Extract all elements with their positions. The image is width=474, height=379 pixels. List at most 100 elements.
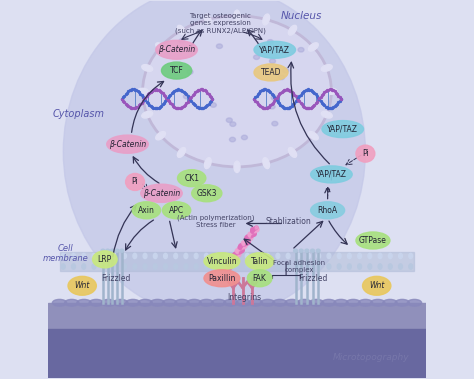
Ellipse shape [307, 253, 310, 258]
Text: Nucleus: Nucleus [281, 11, 322, 21]
Text: GSK3: GSK3 [197, 189, 217, 198]
Ellipse shape [132, 202, 161, 219]
Ellipse shape [107, 135, 148, 153]
Ellipse shape [178, 170, 206, 187]
Ellipse shape [255, 264, 259, 269]
Ellipse shape [215, 253, 219, 258]
Ellipse shape [133, 264, 137, 269]
Ellipse shape [321, 111, 332, 118]
Ellipse shape [92, 264, 96, 269]
Ellipse shape [114, 299, 128, 306]
Ellipse shape [334, 299, 348, 306]
Ellipse shape [273, 299, 287, 306]
Ellipse shape [395, 299, 410, 306]
Text: Axin: Axin [138, 206, 155, 215]
Text: Wnt: Wnt [369, 281, 384, 290]
Ellipse shape [163, 202, 191, 219]
Ellipse shape [102, 253, 106, 258]
Ellipse shape [230, 122, 236, 127]
Ellipse shape [346, 299, 360, 306]
Text: APC: APC [169, 206, 184, 215]
Ellipse shape [409, 253, 412, 258]
Ellipse shape [327, 253, 331, 258]
Ellipse shape [234, 10, 240, 22]
Ellipse shape [383, 299, 397, 306]
Ellipse shape [184, 253, 188, 258]
Ellipse shape [254, 41, 295, 58]
Ellipse shape [217, 44, 222, 49]
Ellipse shape [283, 68, 289, 73]
Ellipse shape [224, 299, 238, 306]
Ellipse shape [307, 264, 310, 269]
Ellipse shape [310, 166, 352, 183]
Ellipse shape [82, 264, 86, 269]
Ellipse shape [226, 118, 232, 122]
Ellipse shape [378, 253, 382, 258]
Ellipse shape [102, 264, 106, 269]
Ellipse shape [133, 253, 137, 258]
Ellipse shape [164, 253, 167, 258]
Ellipse shape [276, 253, 280, 258]
Ellipse shape [358, 253, 362, 258]
Ellipse shape [110, 249, 114, 252]
Ellipse shape [72, 253, 75, 258]
Ellipse shape [89, 299, 103, 306]
Text: YAP/TAZ: YAP/TAZ [259, 45, 290, 54]
Ellipse shape [371, 299, 385, 306]
Ellipse shape [154, 253, 157, 258]
Ellipse shape [126, 299, 140, 306]
Ellipse shape [266, 253, 270, 258]
Ellipse shape [247, 270, 272, 287]
Ellipse shape [126, 174, 145, 190]
Ellipse shape [215, 264, 219, 269]
Ellipse shape [337, 264, 341, 269]
Ellipse shape [368, 253, 372, 258]
Ellipse shape [286, 264, 290, 269]
Ellipse shape [286, 253, 290, 258]
Text: TEAD: TEAD [261, 68, 281, 77]
Ellipse shape [310, 299, 324, 306]
Text: YAP/TAZ: YAP/TAZ [316, 170, 347, 179]
Ellipse shape [356, 145, 375, 162]
Ellipse shape [356, 232, 390, 249]
Ellipse shape [204, 253, 240, 270]
Ellipse shape [179, 39, 185, 43]
Ellipse shape [142, 64, 153, 71]
Ellipse shape [327, 264, 331, 269]
Text: Wnt: Wnt [74, 281, 90, 290]
Ellipse shape [62, 253, 65, 258]
Ellipse shape [299, 249, 303, 252]
Ellipse shape [266, 264, 270, 269]
Ellipse shape [267, 40, 273, 44]
Ellipse shape [316, 249, 320, 252]
Ellipse shape [225, 253, 228, 258]
Ellipse shape [298, 47, 304, 52]
Ellipse shape [164, 264, 167, 269]
Ellipse shape [204, 270, 240, 287]
Ellipse shape [199, 299, 214, 306]
Ellipse shape [92, 253, 96, 258]
Ellipse shape [235, 253, 239, 258]
Ellipse shape [255, 253, 259, 258]
Ellipse shape [191, 185, 222, 202]
Text: Cell
membrane: Cell membrane [42, 244, 88, 263]
Ellipse shape [388, 253, 392, 258]
Ellipse shape [305, 249, 309, 252]
Ellipse shape [162, 62, 191, 79]
Ellipse shape [141, 184, 182, 202]
Ellipse shape [368, 264, 372, 269]
Ellipse shape [72, 264, 75, 269]
Text: Frizzled: Frizzled [101, 274, 131, 283]
Ellipse shape [106, 249, 109, 252]
Ellipse shape [143, 253, 147, 258]
Text: RhoA: RhoA [318, 206, 337, 215]
Ellipse shape [407, 299, 422, 306]
Ellipse shape [293, 249, 297, 252]
Ellipse shape [297, 299, 311, 306]
Text: β-Catenin: β-Catenin [158, 45, 195, 54]
Ellipse shape [138, 299, 152, 306]
Ellipse shape [211, 299, 226, 306]
Ellipse shape [52, 299, 67, 306]
Ellipse shape [177, 25, 186, 35]
Text: GTPase: GTPase [359, 236, 387, 245]
